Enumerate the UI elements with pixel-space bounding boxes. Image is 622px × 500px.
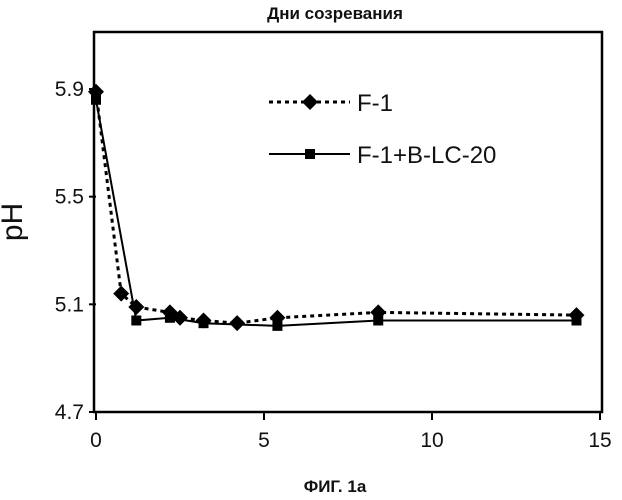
y-axis-title: pH <box>0 203 29 241</box>
series-layer <box>88 84 584 331</box>
x-tick-label: 15 <box>588 429 611 452</box>
legend-marker <box>302 94 318 110</box>
legend-item: F-1 <box>269 90 393 117</box>
data-point <box>91 95 101 105</box>
data-point <box>131 315 141 325</box>
legend-label: F-1+B-LC-20 <box>357 142 496 169</box>
plot-area-frame <box>94 32 602 412</box>
data-point <box>373 315 383 325</box>
x-tick-label: 0 <box>90 429 102 452</box>
figure-caption: ФИГ. 1а <box>304 477 367 496</box>
data-point <box>165 313 175 323</box>
legend-marker <box>305 149 315 159</box>
legend-item: F-1+B-LC-20 <box>269 142 496 169</box>
y-axis-ticks: 5.9 5.5 5.1 4.7 <box>55 78 96 424</box>
y-tick-label: 5.5 <box>55 186 84 209</box>
data-point <box>128 299 144 315</box>
series-line <box>96 100 577 326</box>
legend: F-1 F-1+B-LC-20 <box>269 90 496 169</box>
data-point <box>272 321 282 331</box>
data-point <box>199 318 209 328</box>
chart-title: Дни созревания <box>267 4 403 23</box>
series-f1 <box>88 84 584 331</box>
x-tick-label: 5 <box>258 429 270 452</box>
data-point <box>229 315 245 331</box>
y-tick-label: 5.9 <box>55 78 84 101</box>
legend-label: F-1 <box>357 90 393 117</box>
series-line <box>96 92 577 324</box>
y-tick-label: 4.7 <box>55 401 84 424</box>
series-f1-b-lc-20 <box>91 95 581 331</box>
y-tick-label: 5.1 <box>55 293 84 316</box>
data-point <box>571 315 581 325</box>
x-axis-ticks: 0 5 10 15 <box>90 412 612 452</box>
x-tick-label: 10 <box>420 429 443 452</box>
